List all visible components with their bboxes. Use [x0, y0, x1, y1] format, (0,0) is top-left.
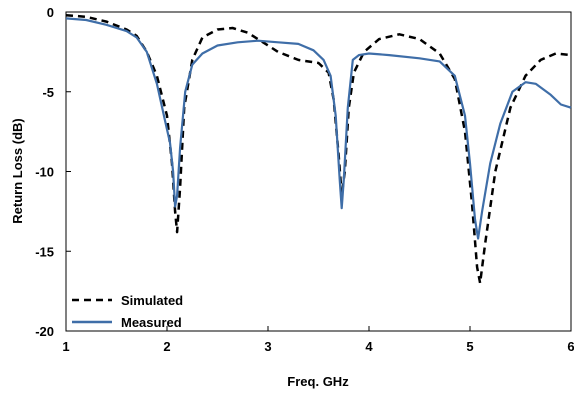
- x-tick-label: 5: [466, 339, 473, 354]
- legend-simulated-label: Simulated: [121, 293, 183, 308]
- y-axis-label: Return Loss (dB): [10, 118, 25, 223]
- y-tick-label: -5: [42, 85, 54, 100]
- x-tick-label: 3: [264, 339, 271, 354]
- series-line-measured: [65, 17, 572, 240]
- x-tick-label: 2: [163, 339, 170, 354]
- x-tick-label: 1: [62, 339, 69, 354]
- x-axis-label: Freq. GHz: [287, 374, 349, 389]
- y-tick-label: 0: [47, 5, 54, 20]
- plot-frame: [65, 11, 572, 332]
- legend-measured-label: Measured: [121, 315, 182, 330]
- axis-ticks: 1 2 3 4 5 6 0 -5 -10 -15 -20: [35, 5, 574, 354]
- series-layer: [65, 13, 572, 285]
- y-tick-label: -10: [35, 165, 54, 180]
- x-tick-label: 4: [365, 339, 373, 354]
- x-tick-label: 6: [567, 339, 574, 354]
- legend: Simulated Measured: [72, 293, 183, 330]
- y-tick-label: -15: [35, 244, 54, 259]
- y-tick-label: -20: [35, 324, 54, 339]
